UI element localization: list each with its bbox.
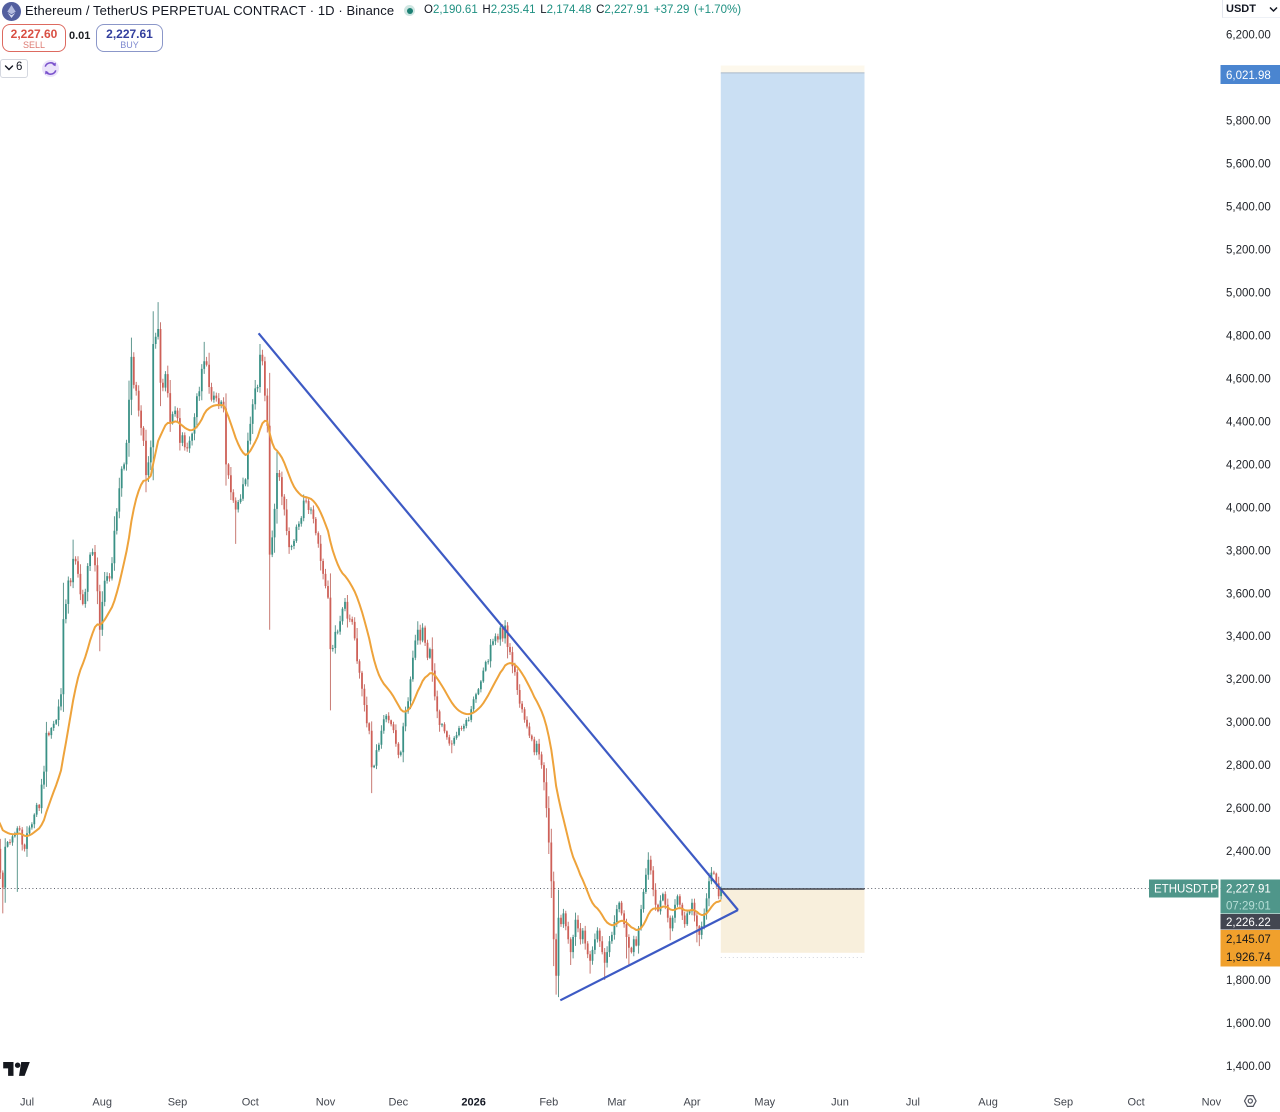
svg-text:Apr: Apr (683, 1097, 700, 1109)
svg-text:2,227.91: 2,227.91 (1226, 884, 1271, 896)
svg-text:3,400.00: 3,400.00 (1226, 631, 1271, 643)
svg-text:ETHUSDT.P: ETHUSDT.P (1154, 884, 1218, 896)
svg-text:Oct: Oct (242, 1097, 259, 1109)
svg-text:Aug: Aug (978, 1097, 998, 1109)
svg-text:1,800.00: 1,800.00 (1226, 975, 1271, 987)
svg-text:Jul: Jul (906, 1097, 920, 1109)
svg-text:5,600.00: 5,600.00 (1226, 159, 1271, 171)
svg-text:2,800.00: 2,800.00 (1226, 760, 1271, 772)
svg-text:2,226.22: 2,226.22 (1226, 917, 1271, 929)
svg-text:4,400.00: 4,400.00 (1226, 416, 1271, 428)
svg-text:4,000.00: 4,000.00 (1226, 502, 1271, 514)
svg-text:Oct: Oct (1128, 1097, 1145, 1109)
svg-text:4,200.00: 4,200.00 (1226, 459, 1271, 471)
svg-text:2026: 2026 (461, 1097, 485, 1109)
svg-text:Jun: Jun (831, 1097, 849, 1109)
svg-text:3,800.00: 3,800.00 (1226, 545, 1271, 557)
svg-text:Sep: Sep (1054, 1097, 1074, 1109)
svg-text:6,021.98: 6,021.98 (1226, 70, 1271, 82)
svg-text:Dec: Dec (389, 1097, 409, 1109)
svg-text:Nov: Nov (1202, 1097, 1222, 1109)
svg-text:Aug: Aug (92, 1097, 112, 1109)
svg-text:07:29:01: 07:29:01 (1226, 901, 1271, 913)
svg-text:3,200.00: 3,200.00 (1226, 674, 1271, 686)
svg-text:5,800.00: 5,800.00 (1226, 116, 1271, 128)
svg-text:3,600.00: 3,600.00 (1226, 588, 1271, 600)
svg-text:Mar: Mar (607, 1097, 626, 1109)
svg-text:4,600.00: 4,600.00 (1226, 373, 1271, 385)
svg-text:5,400.00: 5,400.00 (1226, 202, 1271, 214)
svg-text:2,400.00: 2,400.00 (1226, 846, 1271, 858)
svg-text:3,000.00: 3,000.00 (1226, 717, 1271, 729)
svg-text:Feb: Feb (539, 1097, 558, 1109)
svg-text:May: May (754, 1097, 775, 1109)
svg-text:Jul: Jul (20, 1097, 34, 1109)
svg-text:1,926.74: 1,926.74 (1226, 952, 1271, 964)
svg-text:5,200.00: 5,200.00 (1226, 245, 1271, 257)
svg-text:2,145.07: 2,145.07 (1226, 934, 1271, 946)
svg-text:6,200.00: 6,200.00 (1226, 30, 1271, 42)
svg-text:4,800.00: 4,800.00 (1226, 330, 1271, 342)
svg-text:Nov: Nov (316, 1097, 336, 1109)
svg-text:5,000.00: 5,000.00 (1226, 288, 1271, 300)
svg-text:1,600.00: 1,600.00 (1226, 1018, 1271, 1030)
svg-text:2,600.00: 2,600.00 (1226, 803, 1271, 815)
svg-text:Sep: Sep (168, 1097, 188, 1109)
svg-text:1,400.00: 1,400.00 (1226, 1061, 1271, 1073)
